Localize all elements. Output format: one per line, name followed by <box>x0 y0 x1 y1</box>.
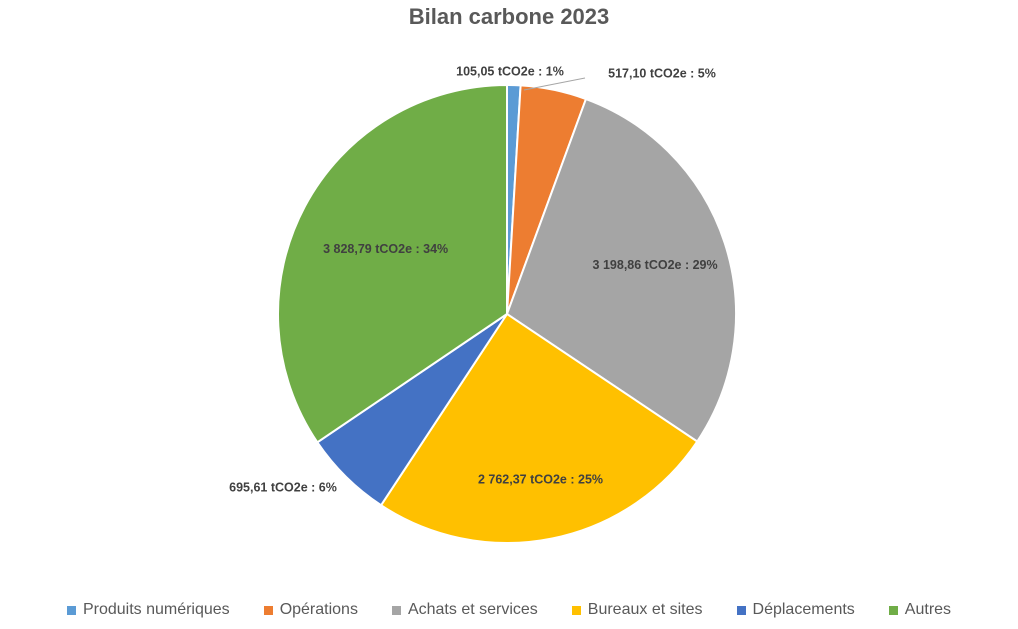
data-label-0: 105,05 tCO2e : 1% <box>456 64 564 78</box>
legend-swatch-2 <box>391 605 401 615</box>
data-label-3: 2 762,37 tCO2e : 25% <box>478 472 603 486</box>
legend-item-2: Achats et services <box>391 601 538 619</box>
pie-chart: 105,05 tCO2e : 1% 517,10 tCO2e : 5% 3 198,… <box>229 64 737 544</box>
data-label-2: 3 198,86 tCO2e : 29% <box>593 258 718 272</box>
legend-swatch-3 <box>571 605 581 615</box>
legend-item-1: Opérations <box>263 601 358 619</box>
legend-swatch-1 <box>263 605 273 615</box>
data-labels: 105,05 tCO2e : 1% 517,10 tCO2e : 5% 3 198,… <box>229 64 717 494</box>
legend-swatch-5 <box>888 605 898 615</box>
legend-label-2: Achats et services <box>407 601 538 618</box>
pie-slice-2 <box>505 97 737 443</box>
data-label-4: 695,61 tCO2e : 6% <box>229 480 337 494</box>
legend-label-4: Déplacements <box>752 601 855 618</box>
legend-swatch-4 <box>736 605 746 615</box>
pie-slice-3 <box>379 312 699 544</box>
legend-label-1: Opérations <box>279 601 358 618</box>
data-label-1: 517,10 tCO2e : 5% <box>608 66 716 80</box>
legend-item-4: Déplacements <box>736 601 855 619</box>
pie-slices <box>277 83 737 544</box>
legend-item-3: Bureaux et sites <box>571 601 703 619</box>
legend-item-5: Autres <box>888 601 952 619</box>
legend: Produits numériques Opérations Achats et s… <box>0 598 1018 622</box>
leader-line-1 <box>523 77 586 91</box>
pie-slice-5 <box>277 83 508 444</box>
chart-title: Bilan carbone 2023 <box>408 4 610 29</box>
leader-lines <box>523 77 586 91</box>
legend-item-0: Produits numériques <box>66 601 230 619</box>
legend-label-0: Produits numériques <box>82 601 230 618</box>
legend-label-5: Autres <box>904 601 952 618</box>
data-label-5: 3 828,79 tCO2e : 34% <box>323 242 448 256</box>
legend-swatch-0 <box>66 605 76 615</box>
legend-label-3: Bureaux et sites <box>587 601 703 618</box>
